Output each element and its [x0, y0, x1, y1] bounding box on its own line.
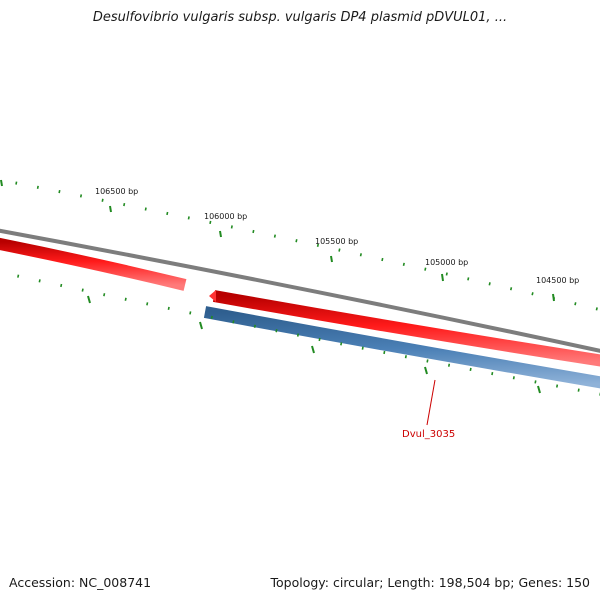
ruler-label: 105500 bp: [315, 237, 358, 246]
callout-leader: [426, 379, 436, 426]
ruler-tick: [424, 366, 428, 375]
outer-ruler-minor-ticks: [0, 178, 600, 312]
reverse-feature: [203, 306, 600, 389]
outer-ruler-major-ticks: [0, 179, 555, 302]
inner-ruler-major-ticks: [87, 295, 541, 394]
ruler-tick: [552, 293, 555, 302]
genome-stats-text: Topology: circular; Length: 198,504 bp; …: [270, 575, 591, 590]
forward-feature-right: [212, 290, 600, 367]
ruler-tick: [330, 255, 333, 263]
map-title: Desulfovibrio vulgaris subsp. vulgaris D…: [92, 10, 508, 25]
ruler-tick: [311, 345, 315, 354]
gene-callout-label: Dvul_3035: [402, 429, 455, 440]
ruler-tick: [199, 321, 203, 330]
ruler-tick: [87, 295, 91, 304]
ruler-tick: [537, 385, 541, 394]
backbone-ring: [0, 228, 600, 353]
ruler-tick: [441, 273, 444, 282]
accession-text: Accession: NC_008741: [9, 575, 152, 590]
ruler-tick: [0, 179, 3, 187]
ruler-label: 104500 bp: [536, 276, 579, 285]
ruler-tick: [109, 205, 112, 213]
ruler-label: 105000 bp: [425, 258, 468, 267]
ruler-label: 106500 bp: [95, 187, 138, 196]
forward-feature-left: [0, 237, 187, 291]
forward-feature-arrowhead: [209, 290, 216, 302]
ruler-tick: [219, 230, 222, 238]
ruler-label: 106000 bp: [204, 212, 247, 221]
